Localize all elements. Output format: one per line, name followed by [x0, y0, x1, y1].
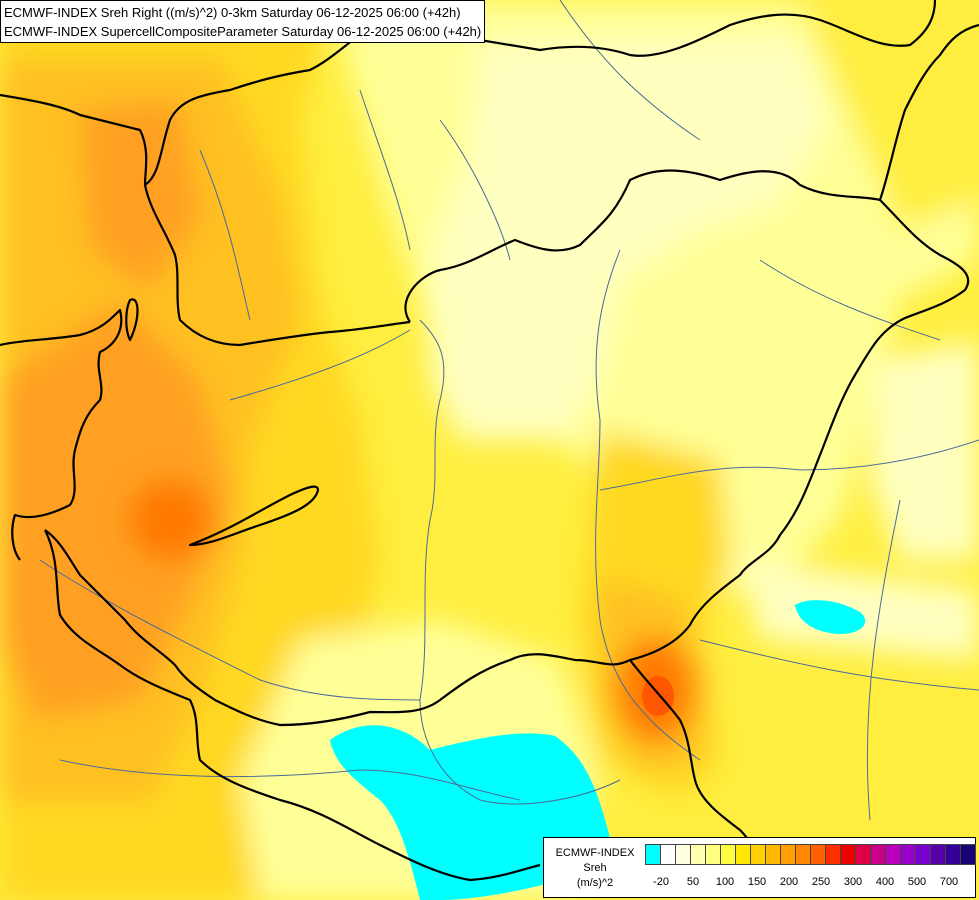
legend-swatch: [840, 844, 856, 865]
legend-swatch: [675, 844, 691, 865]
legend-swatch: [780, 844, 796, 865]
legend-swatch: [915, 844, 931, 865]
river-drava: [39, 559, 421, 701]
river-olt: [866, 499, 901, 821]
border-hungary: [44, 169, 970, 727]
legend-swatch: [720, 844, 736, 865]
field-light-south: [740, 560, 979, 660]
river-morava: [199, 149, 251, 321]
field-red-core-southeast: [642, 676, 674, 716]
legend-swatch: [870, 844, 886, 865]
legend-swatch: [795, 844, 811, 865]
legend-tick-label: -20: [653, 876, 669, 888]
legend-swatch: [900, 844, 916, 865]
field-light-east: [870, 340, 979, 560]
border-lake-neusiedl: [125, 298, 139, 342]
legend-title-line-2: Sreh: [583, 862, 607, 874]
border-lake-balaton: [188, 485, 320, 547]
river-hron: [439, 119, 511, 261]
legend-swatch: [735, 844, 751, 865]
legend-tick-label: 700: [939, 876, 959, 888]
map-title-line-1: ECMWF-INDEX Sreh Right ((m/s)^2) 0-3km S…: [4, 5, 461, 20]
field-light-north: [430, 40, 830, 440]
field-yellow-east: [800, 0, 979, 230]
field-dark-orange-core-west: [130, 482, 210, 558]
legend-tick-label: 400: [875, 876, 895, 888]
legend-tick-label: 250: [811, 876, 831, 888]
field-cyan-negative-east: [795, 600, 866, 634]
legend-swatch: [960, 844, 976, 865]
rivers: [39, 0, 979, 821]
legend-swatch: [660, 844, 676, 865]
map-title: ECMWF-INDEX Sreh Right ((m/s)^2) 0-3km S…: [0, 0, 486, 43]
river-timis: [699, 639, 979, 691]
border-austria-slovenia: [0, 308, 123, 561]
border-ukraine-romania: [878, 23, 979, 201]
border-slovakia-north: [144, 0, 937, 186]
river-vah: [359, 89, 411, 251]
legend-title: ECMWF-INDEX Sreh (m/s)^2: [548, 846, 642, 891]
border-croatia-bosnia: [44, 529, 541, 882]
color-legend: ECMWF-INDEX Sreh (m/s)^2 -20 50 100 150 200 2…: [543, 837, 976, 898]
legend-swatch: [645, 844, 661, 865]
legend-color-bar: [645, 844, 976, 865]
legend-tick-label: 500: [907, 876, 927, 888]
legend-tick-label: 150: [747, 876, 767, 888]
legend-swatch: [930, 844, 946, 865]
river-somes: [759, 259, 941, 341]
legend-swatch: [855, 844, 871, 865]
map-title-line-2: ECMWF-INDEX SupercellCompositeParameter …: [4, 24, 482, 39]
legend-swatch: [750, 844, 766, 865]
legend-swatch: [705, 844, 721, 865]
river-vistula: [559, 0, 701, 141]
legend-swatch: [885, 844, 901, 865]
legend-tick-label: 300: [843, 876, 863, 888]
legend-swatch: [690, 844, 706, 865]
legend-title-line-1: ECMWF-INDEX: [555, 847, 635, 859]
river-danube: [419, 319, 621, 805]
river-raba: [229, 329, 411, 401]
legend-swatch: [765, 844, 781, 865]
river-tisza: [595, 249, 701, 761]
river-mures: [599, 439, 979, 491]
river-sava: [59, 759, 521, 801]
legend-title-line-3: (m/s)^2: [576, 877, 614, 889]
legend-swatch: [810, 844, 826, 865]
legend-swatch: [945, 844, 961, 865]
field-orange-west: [0, 300, 230, 720]
legend-tick-label: 100: [715, 876, 735, 888]
field-cyan-negative-south: [330, 725, 612, 900]
legend-tick-label: 50: [686, 876, 700, 888]
legend-swatch: [825, 844, 841, 865]
border-czech-austria: [0, 93, 411, 347]
legend-tick-label: 200: [779, 876, 799, 888]
